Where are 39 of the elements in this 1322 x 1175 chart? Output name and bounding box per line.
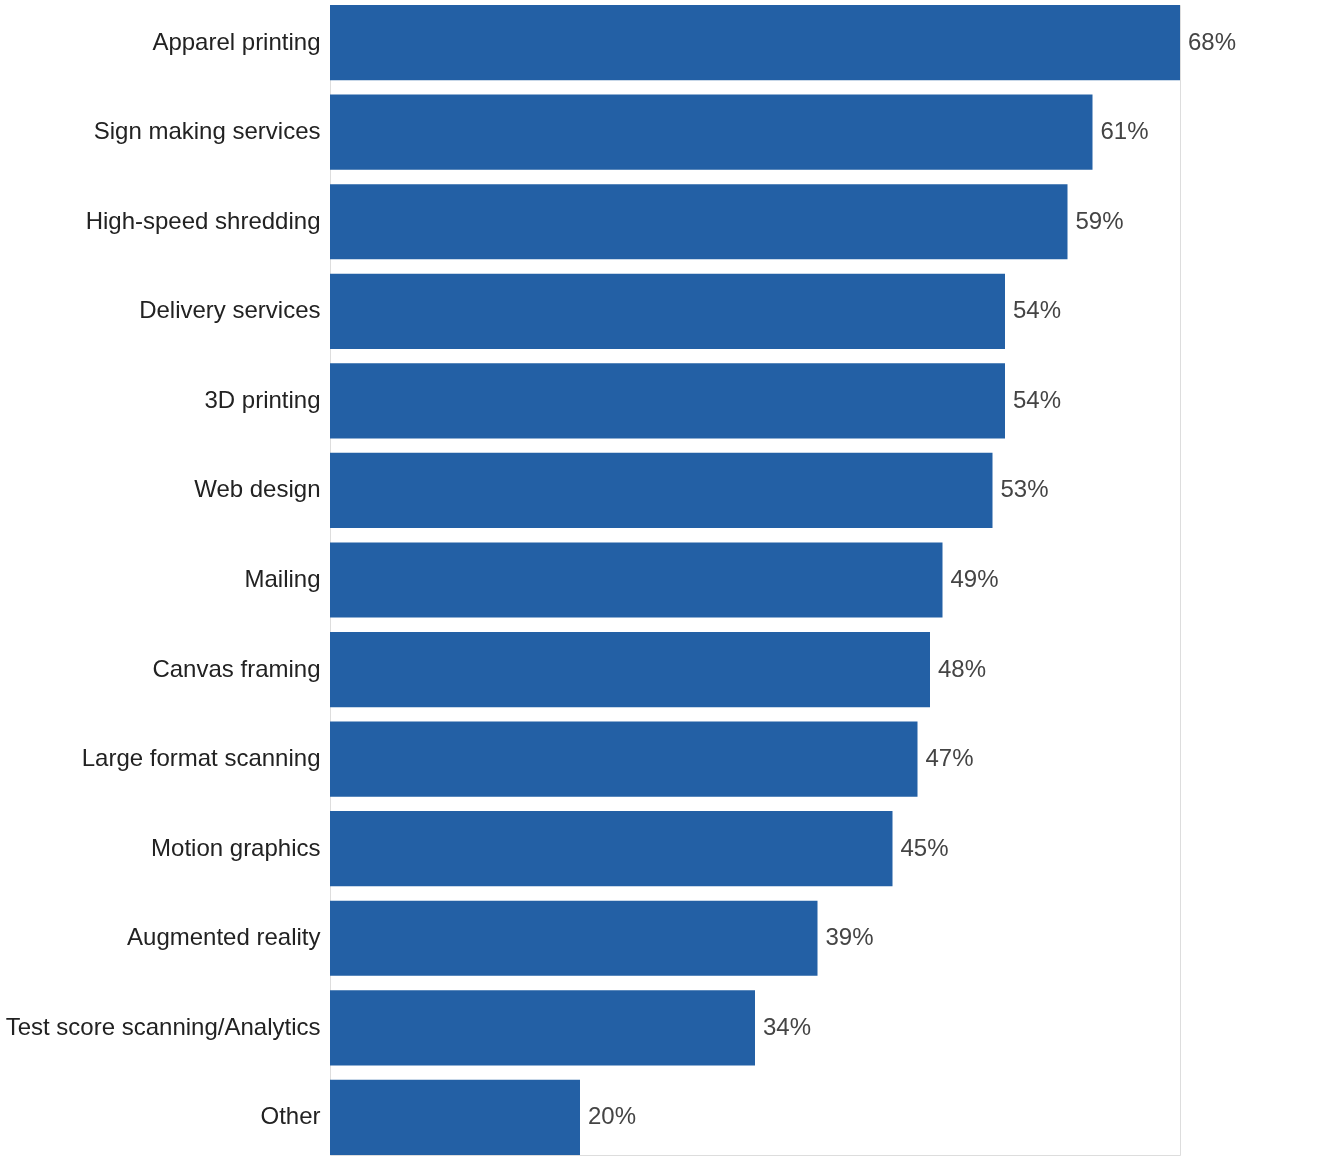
y-tick-label: Augmented reality	[127, 923, 321, 951]
data-label: 54%	[1013, 296, 1062, 324]
data-label: 49%	[950, 565, 999, 592]
data-label: 53%	[1000, 475, 1049, 503]
y-tick-label: Mailing	[244, 565, 321, 592]
bar	[330, 452, 993, 529]
y-tick-label: Motion graphics	[151, 833, 321, 861]
y-tick-label: 3D printing	[204, 385, 321, 413]
y-tick-label: Test score scanning/Analytics	[5, 1012, 321, 1040]
data-label: 47%	[925, 744, 974, 772]
bar	[330, 990, 755, 1066]
bar	[330, 811, 893, 887]
y-tick-label: Sign making services	[93, 117, 321, 145]
bar	[330, 5, 1180, 81]
data-label: 39%	[825, 923, 874, 951]
bar	[330, 721, 918, 797]
bar	[330, 184, 1068, 260]
data-label: 61%	[1100, 117, 1149, 145]
y-tick-label: Apparel printing	[152, 27, 321, 55]
bar	[330, 273, 1005, 349]
bar	[330, 631, 930, 708]
bar	[330, 900, 818, 976]
y-tick-label: Other	[260, 1102, 321, 1130]
bar	[330, 542, 943, 618]
data-label: 48%	[938, 654, 987, 682]
data-label: 45%	[900, 833, 949, 861]
data-label: 20%	[588, 1102, 637, 1130]
bar	[330, 1079, 580, 1155]
y-tick-label: Web design	[194, 475, 321, 503]
y-tick-label: High-speed shredding	[85, 206, 321, 234]
data-label: 34%	[763, 1012, 812, 1040]
data-label: 54%	[1013, 385, 1062, 413]
y-tick-label: Canvas framing	[152, 654, 321, 682]
data-label: 59%	[1075, 206, 1124, 234]
bar	[330, 363, 1005, 439]
data-label: 68%	[1188, 27, 1237, 55]
y-tick-label: Large format scanning	[81, 744, 321, 772]
bar	[330, 94, 1093, 170]
y-tick-label: Delivery services	[139, 296, 321, 324]
